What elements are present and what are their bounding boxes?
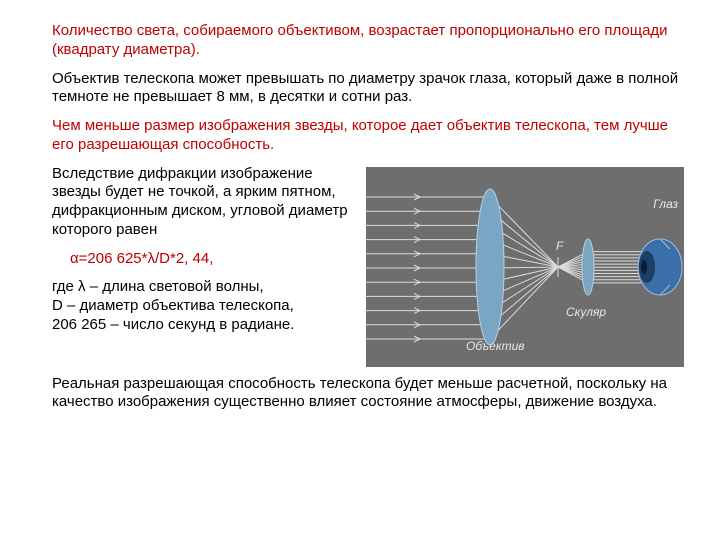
label-objektiv: Объектив <box>466 339 525 354</box>
para-real-resolution: Реальная разрешающая способность телеско… <box>52 375 684 413</box>
label-okular: Скуляр <box>566 305 606 320</box>
para-resolution: Чем меньше размер изображения звезды, ко… <box>52 117 684 155</box>
telescope-diagram: Глаз F Скуляр Объектив <box>366 167 684 367</box>
telescope-svg <box>366 167 684 367</box>
eye-icon <box>638 239 682 295</box>
para-lambda: где λ – длина световой волны, <box>52 278 356 297</box>
para-pupil: Объектив телескопа может превышать по ди… <box>52 70 684 108</box>
para-light-gathering: Количество света, собираемого объективом… <box>52 22 684 60</box>
formula: α=206 625*λ/D*2, 44, <box>52 250 356 269</box>
left-text-column: Вследствие дифракции изображение звезды … <box>52 165 356 345</box>
para-seconds: 206 265 – число секунд в радиане. <box>52 316 356 335</box>
label-focus: F <box>556 239 563 254</box>
para-diffraction: Вследствие дифракции изображение звезды … <box>52 165 356 240</box>
ocular-lens-icon <box>582 239 594 295</box>
para-dia: D – диаметр объектива телескопа, <box>52 297 356 316</box>
middle-row: Вследствие дифракции изображение звезды … <box>52 165 684 367</box>
label-glaz: Глаз <box>653 197 678 212</box>
objective-lens-icon <box>476 189 504 345</box>
